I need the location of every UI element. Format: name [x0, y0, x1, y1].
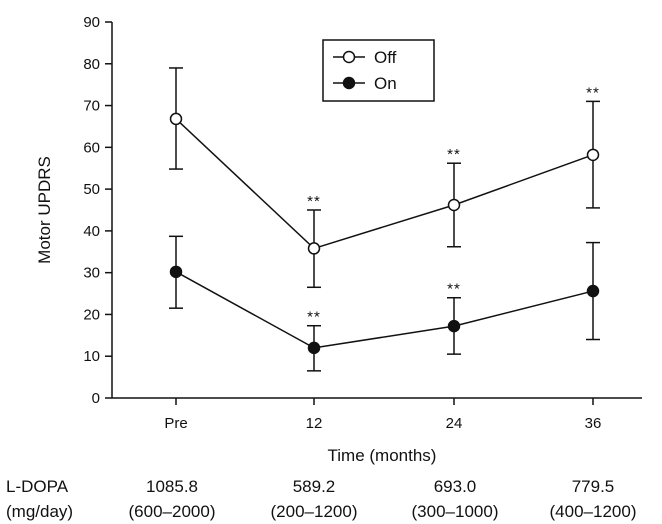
- ldopa-24: 693.0 (300–1000): [391, 474, 519, 524]
- y-tick-label: 70: [83, 98, 100, 115]
- significance-marker: **: [307, 309, 321, 326]
- ldopa-pre: 1085.8 (600–2000): [108, 474, 236, 524]
- x-axis-title: Time (months): [328, 446, 437, 465]
- chart-axes: 0 10 20 30 40 50 60 70 80 90 Pre 12 24 36 Time (months…: [35, 14, 642, 465]
- series-line-off: [175, 118, 594, 250]
- legend-box: [322, 39, 435, 102]
- significance-marker: **: [447, 281, 461, 298]
- y-tick-label: 0: [92, 390, 100, 407]
- significance-marker: **: [307, 193, 321, 210]
- y-axis-title: Motor UPDRS: [35, 156, 54, 264]
- chart-marks: ** ** ** ** **: [169, 67, 600, 372]
- y-tick-label: 20: [83, 306, 100, 323]
- data-point-off: [307, 242, 321, 255]
- series-on: ** **: [169, 235, 600, 372]
- ldopa-label-line2: (mg/day): [6, 502, 74, 521]
- x-tick-label: Pre: [164, 415, 187, 432]
- y-tick-label: 50: [83, 181, 100, 198]
- data-point-on: [447, 319, 461, 333]
- chart-legend: Off On: [322, 39, 435, 102]
- legend-off-label: Off: [374, 48, 397, 67]
- ldopa-mean: 589.2: [292, 477, 336, 496]
- y-tick-label: 80: [83, 56, 100, 73]
- x-tick-label: 12: [306, 415, 323, 432]
- ldopa-range: (200–1200): [270, 502, 358, 521]
- ldopa-12: 589.2 (200–1200): [250, 474, 378, 524]
- y-tick-label: 60: [83, 139, 100, 156]
- ldopa-mean: 693.0: [433, 477, 477, 496]
- y-tick-label: 40: [83, 223, 100, 240]
- ldopa-row-label: L-DOPA (mg/day): [6, 474, 73, 524]
- y-tick-label: 10: [83, 348, 100, 365]
- x-tick-label: 24: [446, 415, 463, 432]
- x-tick-label: 36: [585, 415, 602, 432]
- y-tick-label: 90: [83, 14, 100, 31]
- motor-updrs-chart: 0 10 20 30 40 50 60 70 80 90 Pre 12 24 36 Time (months…: [35, 14, 642, 465]
- data-point-on: [169, 265, 183, 279]
- data-point-off: [169, 112, 183, 126]
- legend-on-label: On: [374, 74, 397, 93]
- ldopa-range: (300–1000): [411, 502, 499, 521]
- ldopa-range: (600–2000): [128, 502, 216, 521]
- significance-marker: **: [586, 84, 600, 101]
- data-point-off: [586, 148, 600, 162]
- ldopa-mean: 779.5: [571, 477, 615, 496]
- significance-marker: **: [447, 146, 461, 163]
- data-point-off: [447, 198, 461, 212]
- series-off: ** ** **: [169, 67, 600, 289]
- legend-off-marker: [342, 50, 356, 64]
- data-point-on: [307, 341, 321, 355]
- data-point-on: [586, 284, 600, 298]
- series-line-on: [175, 271, 594, 349]
- ldopa-range: (400–1200): [549, 502, 637, 521]
- ldopa-label-line1: L-DOPA: [6, 477, 69, 496]
- ldopa-mean: 1085.8: [146, 477, 198, 496]
- ldopa-36: 779.5 (400–1200): [529, 474, 657, 524]
- legend-on-marker: [342, 76, 356, 90]
- y-tick-label: 30: [83, 265, 100, 282]
